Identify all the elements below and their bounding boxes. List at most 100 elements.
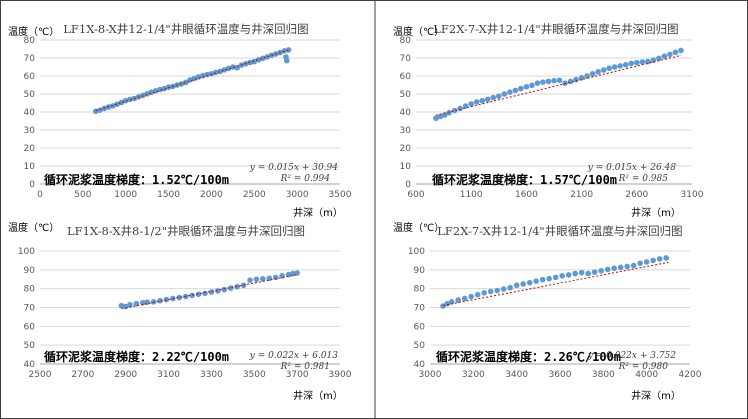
chart-4-x-tick-label: 3400 (505, 370, 528, 380)
chart-4-y-tick-label: 40 (414, 360, 426, 370)
chart-1-data-point (97, 107, 103, 113)
chart-4-data-point (578, 269, 585, 276)
chart-3-data-point (260, 276, 266, 282)
chart-1-x-tick-label: 0 (37, 190, 43, 200)
chart-4-data-point (444, 300, 451, 307)
chart-2-data-point (457, 105, 463, 112)
chart-3-x-tick-label: 3500 (243, 370, 266, 380)
chart-4-data-point (624, 263, 630, 270)
chart-4-data-point (617, 264, 624, 271)
chart-2-data-point (451, 107, 458, 114)
chart-2-title: LF2X-7-X井12-1/4"井眼循环温度与井深回归图 (433, 22, 678, 36)
chart-2-data-point (645, 58, 651, 65)
chart-2-data-point (573, 76, 579, 83)
chart-1-y-tick-label: 10 (24, 162, 36, 172)
chart-2-y-tick-label: 60 (400, 72, 412, 82)
chart-3-data-point (227, 285, 234, 291)
chart-2-data-point (589, 71, 596, 77)
chart-3-data-point (195, 291, 202, 298)
chart-2-data-point (468, 101, 475, 107)
chart-2-y-axis-label: 温度（℃） (393, 25, 444, 38)
chart-1-x-tick-label: 2500 (243, 190, 266, 200)
chart-4-data-point (487, 288, 494, 295)
chart-4-data-point (539, 276, 546, 283)
chart-4-data-point (650, 257, 656, 264)
chart-4-data-point (559, 273, 565, 279)
chart-1-y-tick-label: 60 (24, 72, 36, 82)
chart-4-x-tick-label: 3200 (462, 370, 485, 380)
chart-3-data-point (253, 276, 260, 283)
chart-2-x-axis-label: 井深（m） (631, 206, 681, 219)
chart-4-data-point (611, 265, 617, 272)
chart-4-data-point (656, 256, 663, 262)
chart-1-data-point (260, 55, 266, 62)
chart-4-data-point (440, 303, 446, 309)
chart-2-x-tick-label: 3100 (681, 190, 704, 200)
chart-3-y-tick-label: 40 (24, 360, 36, 370)
chart-2-data-point (656, 55, 662, 62)
chart-4-data-point (468, 293, 474, 300)
chart-4-data-point (481, 290, 487, 296)
chart-1-trendline (95, 49, 289, 112)
chart-4-data-point (598, 267, 604, 274)
chart-3-data-point (150, 299, 157, 305)
chart-4-gradient-note: 循环泥浆温度梯度：2.26℃/100m (436, 349, 621, 364)
chart-2-y-tick-label: 70 (400, 54, 412, 64)
chart-2-data-point (529, 82, 535, 89)
chart-2-x-tick-label: 600 (407, 190, 424, 200)
chart-3-trendline (121, 274, 298, 310)
chart-4-data-point (630, 262, 637, 269)
chart-2-data-point (446, 109, 452, 116)
chart-1-y-tick-label: 50 (24, 90, 36, 100)
chart-1-y-tick-label: 80 (24, 36, 36, 46)
chart-2-data-point (661, 53, 668, 59)
chart-2-data-point (490, 94, 497, 101)
chart-2-y-tick-label: 30 (400, 126, 412, 136)
chart-2-data-point (512, 87, 519, 94)
chart-3-x-tick-label: 3700 (286, 370, 309, 380)
chart-1-equation: y = 0.015x + 30.94 (249, 163, 338, 173)
chart-2-data-point (634, 59, 640, 66)
chart-1-x-tick-label: 1500 (157, 190, 180, 200)
chart-1-x-tick-label: 2000 (200, 190, 223, 200)
chart-4-data-point (448, 299, 455, 305)
chart-4-y-axis-label: 温度（℃） (393, 221, 444, 234)
chart-3-x-tick-label: 2700 (71, 370, 94, 380)
chart-4-x-axis-label: 井深（m） (631, 389, 681, 402)
chart-3-y-tick-label: 70 (24, 304, 36, 314)
chart-3-r-squared: R² = 0.981 (280, 362, 330, 372)
chart-2-data-point (479, 97, 486, 104)
chart-4-data-point (526, 279, 533, 286)
chart-4-data-point (455, 297, 461, 303)
chart-1-y-axis-label: 温度（℃） (8, 25, 59, 38)
chart-4-data-point (461, 295, 468, 302)
chart-3-data-point (247, 277, 253, 283)
chart-2-data-point (606, 65, 612, 72)
chart-2-data-point (518, 85, 524, 92)
chart-1-data-point (182, 79, 189, 86)
chart-2-gradient-note: 循环泥浆温度梯度：1.57℃/100m (432, 172, 617, 187)
chart-1-y-tick-label: 30 (24, 126, 36, 136)
chart-3-gradient-note: 循环泥浆温度梯度：2.22℃/100m (44, 349, 229, 364)
chart-4-data-point (663, 255, 669, 261)
chart-2-r-squared: R² = 0.985 (618, 174, 669, 184)
chart-3-data-point (189, 292, 195, 299)
chart-1-data-point (221, 67, 228, 73)
chart-4-x-tick-label: 3000 (419, 370, 442, 380)
chart-1-data-point (217, 68, 223, 75)
chart-2-data-point (667, 51, 673, 58)
chart-3-y-tick-label: 50 (24, 341, 36, 351)
chart-4-data-point (552, 274, 559, 281)
chart-2-equation: y = 0.015x + 26.48 (587, 163, 676, 173)
chart-2-data-point (639, 59, 646, 65)
chart-4-y-tick-label: 60 (414, 322, 426, 332)
chart-4-x-tick-label: 3600 (549, 370, 572, 380)
chart-4-data-point (533, 278, 539, 284)
chart-3-x-axis-label: 井深（m） (293, 389, 343, 402)
chart-4-data-point (637, 260, 643, 267)
chart-4-data-point (585, 270, 591, 277)
chart-1-x-tick-label: 3000 (286, 190, 309, 200)
chart-4-data-point (520, 281, 526, 287)
chart-3-y-tick-label: 90 (24, 266, 36, 276)
chart-4-x-tick-label: 4200 (679, 370, 702, 380)
